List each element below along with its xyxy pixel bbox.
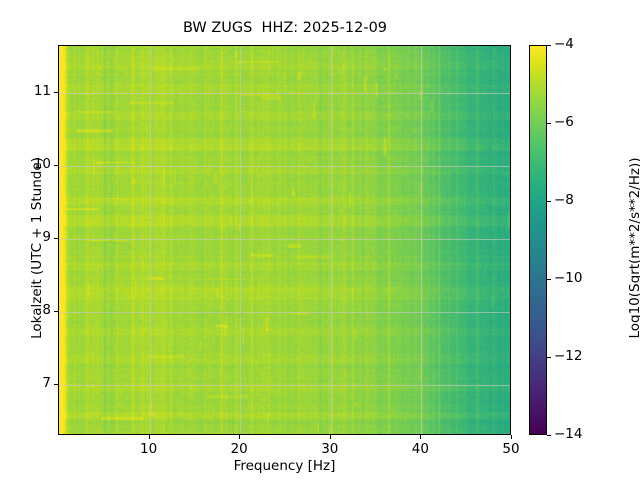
y-axis-label: Lokalzeit (UTC + 1 Stunde) [29,157,45,339]
colorbar-tick-mark [547,45,551,46]
x-tick-mark [239,435,241,439]
y-tick-mark [54,238,58,240]
x-tick-mark [329,435,331,439]
y-tick-label: 11 [33,83,51,100]
gridline-horizontal [59,166,510,168]
x-tick-label: 30 [321,441,339,457]
gridline-horizontal [59,93,510,95]
y-tick-label: 9 [42,229,51,246]
colorbar-tick-mark [547,435,551,436]
colorbar [529,45,547,435]
y-tick-mark [54,311,58,313]
gridline-horizontal [59,239,510,241]
page-title: BW ZUGS HHZ: 2025-12-09 [182,20,388,36]
x-tick-mark [511,435,512,439]
y-tick-label: 7 [42,374,51,391]
colorbar-tick-mark [547,357,551,358]
y-tick-mark [54,165,58,167]
x-axis-label: Frequency [Hz] [233,458,336,474]
colorbar-tick-label: −14 [554,426,583,442]
spectrogram-plot-area [58,45,511,435]
colorbar-tick-mark [547,123,551,124]
x-tick-label: 40 [411,441,429,457]
y-tick-mark [54,383,58,385]
colorbar-tick-mark [547,201,551,202]
colorbar-tick-label: −10 [554,270,583,286]
colorbar-tick-label: −6 [554,114,574,130]
x-tick-mark [148,435,150,439]
x-tick-label: 10 [140,441,158,457]
gridline-horizontal [59,384,510,386]
x-tick-mark [420,435,422,439]
gridline-horizontal [59,312,510,314]
colorbar-tick-mark [547,279,551,280]
colorbar-tick-label: −4 [554,36,574,52]
colorbar-label: Log10(Sqrt(m**2/s**2/Hz)) [627,157,640,339]
x-tick-label: 50 [502,441,520,457]
x-tick-label: 20 [230,441,248,457]
y-tick-label: 8 [42,302,51,319]
colorbar-tick-label: −12 [554,348,583,364]
colorbar-tick-label: −8 [554,192,574,208]
y-tick-label: 10 [33,156,51,173]
y-tick-mark [54,92,58,94]
